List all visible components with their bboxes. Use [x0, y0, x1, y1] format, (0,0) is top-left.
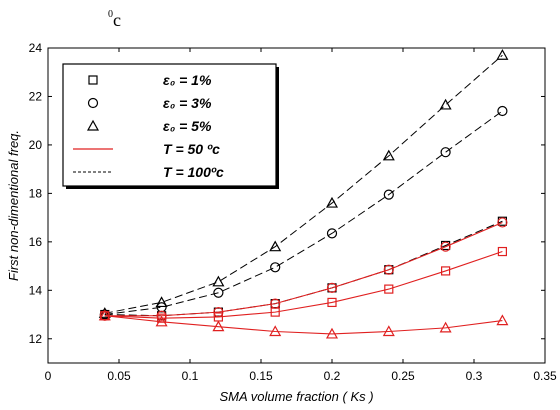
- y-tick-label: 18: [29, 186, 43, 200]
- y-tick-label: 20: [29, 138, 43, 152]
- x-axis-label: SMA volume fraction ( Ks ): [219, 389, 373, 404]
- circle-point: [383, 264, 394, 275]
- y-axis-label: First non-dimentional freq.: [6, 130, 21, 281]
- stray-unit-superscript: 0: [108, 9, 113, 20]
- stray-unit-text: c: [113, 10, 121, 30]
- triangle-point: [439, 98, 452, 110]
- circle-point: [270, 298, 281, 309]
- legend-label: ε₀ = 3%: [163, 95, 212, 111]
- circle-point: [497, 217, 508, 228]
- legend-circle-icon: [87, 97, 99, 109]
- x-tick-label: 0.15: [249, 369, 273, 383]
- triangle-point: [325, 196, 339, 208]
- y-tick-label: 12: [29, 332, 43, 346]
- triangle-point: [496, 49, 509, 60]
- y-tick-label: 14: [29, 283, 43, 297]
- circle-point: [383, 189, 394, 200]
- legend: ε₀ = 1% ε₀ = 3% ε₀ = 5% T = 50 ºc T = 100ºc: [62, 63, 279, 189]
- triangle-point: [155, 296, 168, 308]
- x-tick-label: 0.05: [107, 369, 131, 383]
- circle-point: [156, 310, 167, 321]
- legend-label: ε₀ = 1%: [163, 72, 212, 88]
- x-tick-label: 0: [45, 369, 52, 383]
- triangle-point: [382, 149, 395, 161]
- circle-point: [326, 228, 338, 239]
- triangle-point: [382, 325, 395, 337]
- triangle-point: [325, 327, 339, 339]
- series-line: [104, 110, 503, 316]
- series-line: [104, 54, 503, 314]
- triangle-point: [98, 309, 111, 321]
- series-line: [104, 315, 503, 335]
- triangle-point: [439, 321, 452, 333]
- plot-frame: [47, 47, 546, 364]
- legend-triangle-icon: [86, 119, 100, 131]
- square-point: [441, 266, 451, 276]
- y-tick-label: 22: [29, 89, 43, 103]
- x-tick-label: 0.3: [466, 369, 483, 383]
- circle-point: [326, 282, 338, 293]
- legend-box: [62, 63, 277, 187]
- square-point: [497, 246, 507, 257]
- x-tick-label: 0.2: [324, 369, 341, 383]
- y-tick-label: 16: [29, 235, 43, 249]
- x-tick-label: 0.35: [533, 369, 557, 383]
- legend-label: T = 100ºc: [163, 164, 224, 180]
- series-square-100: [100, 216, 507, 321]
- circle-point: [270, 262, 281, 273]
- series-triangle-50: [98, 309, 509, 339]
- triangle-point: [212, 275, 225, 287]
- x-tick-label: 0.25: [391, 369, 415, 383]
- triangle-point: [98, 307, 111, 318]
- ticks-layer: 0 0.05 0.1 0.15 0.2 0.25 0.3 0.35 12 14 16 18 20 22 24: [29, 41, 557, 383]
- series-line: [104, 221, 503, 317]
- circle-point: [213, 307, 224, 318]
- circle-point: [440, 241, 451, 252]
- triangle-point: [212, 320, 225, 332]
- circle-point: [440, 147, 451, 158]
- triangle-point: [269, 325, 282, 337]
- series-triangle-100: [98, 49, 509, 318]
- x-tick-label: 0.1: [182, 369, 199, 383]
- triangle-point: [269, 240, 282, 252]
- square-point: [384, 284, 394, 294]
- circle-point: [497, 105, 508, 117]
- square-point: [327, 297, 337, 308]
- triangle-point: [496, 314, 509, 326]
- stray-unit-label: 0c: [108, 9, 121, 31]
- legend-square-icon: [88, 75, 98, 85]
- legend-label: ε₀ = 5%: [163, 118, 212, 134]
- series-circle-50: [99, 217, 508, 321]
- series-line: [104, 251, 503, 319]
- legend-label: T = 50 ºc: [163, 141, 220, 157]
- y-tick-label: 24: [29, 41, 43, 55]
- series-layer: [98, 49, 509, 339]
- triangle-point: [155, 315, 168, 327]
- circle-point: [213, 287, 224, 298]
